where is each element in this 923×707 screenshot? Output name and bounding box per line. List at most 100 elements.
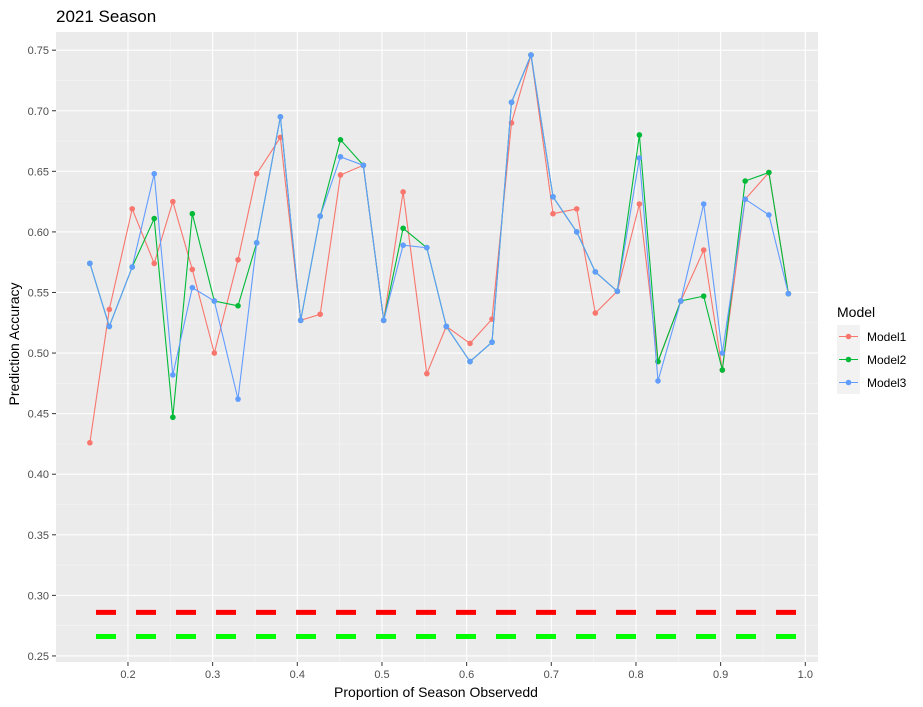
- data-point: [380, 317, 387, 324]
- data-point: [443, 323, 450, 330]
- data-point: [550, 193, 556, 200]
- data-point: [235, 396, 241, 402]
- data-point: [400, 242, 406, 249]
- data-point: [235, 303, 241, 309]
- data-point: [170, 198, 176, 205]
- data-point: [467, 358, 473, 365]
- x-axis-title: Proportion of Season Observedd: [334, 684, 538, 700]
- data-point: [700, 201, 707, 207]
- legend-key-point: [845, 379, 852, 386]
- plot-panel: [56, 32, 818, 662]
- y-tick-label: 0.60: [28, 227, 49, 239]
- data-point: [785, 290, 792, 297]
- data-point: [189, 210, 196, 217]
- data-point: [592, 310, 599, 316]
- data-point: [189, 266, 196, 273]
- series-group: [87, 52, 792, 446]
- data-point: [742, 178, 748, 184]
- data-point: [277, 114, 284, 120]
- data-point: [211, 350, 218, 356]
- legend-title: Model: [837, 304, 875, 320]
- data-point: [400, 225, 406, 232]
- data-point: [317, 311, 323, 318]
- x-tick-label: 0.2: [120, 669, 135, 681]
- x-tick-label: 0.9: [713, 669, 728, 681]
- x-tick-label: 0.5: [374, 669, 389, 681]
- data-point: [87, 260, 93, 267]
- data-point: [766, 169, 772, 176]
- data-point: [151, 170, 158, 177]
- data-point: [742, 196, 748, 202]
- x-tick-label: 0.8: [628, 669, 643, 681]
- data-point: [253, 240, 260, 246]
- y-tick-label: 0.55: [28, 287, 49, 299]
- legend-label-model2: Model2: [867, 353, 907, 367]
- y-tick-label: 0.70: [28, 106, 49, 118]
- data-point: [550, 210, 556, 217]
- data-point: [337, 137, 344, 143]
- legend-key-point: [845, 356, 852, 363]
- x-tick-label: 1.0: [798, 669, 813, 681]
- gridlines: [56, 32, 818, 662]
- data-point: [337, 172, 344, 178]
- x-tick-label: 0.6: [459, 669, 474, 681]
- data-point: [129, 206, 135, 212]
- series-model3: [87, 52, 792, 402]
- series-line-model3: [89, 52, 789, 400]
- chart-title: 2021 Season: [56, 7, 156, 26]
- data-point: [424, 370, 430, 377]
- data-point: [400, 189, 406, 195]
- data-point: [719, 350, 726, 356]
- data-point: [592, 269, 599, 275]
- data-point: [614, 288, 621, 295]
- y-axis: 0.25 0.30 0.35 0.40 0.45 0.50 0.55 0.60 0.65 0.70…: [28, 45, 56, 663]
- data-point: [106, 323, 113, 330]
- data-point: [129, 264, 135, 270]
- data-point: [424, 244, 430, 251]
- data-point: [211, 298, 218, 304]
- data-point: [700, 247, 707, 253]
- legend-label-model1: Model1: [867, 330, 907, 344]
- data-point: [636, 201, 643, 207]
- data-point: [337, 153, 344, 160]
- y-tick-label: 0.50: [28, 348, 49, 360]
- x-tick-label: 0.4: [290, 669, 305, 681]
- data-point: [636, 132, 643, 138]
- y-axis-title: Prediction Accuracy: [6, 283, 22, 406]
- data-point: [636, 155, 643, 161]
- y-tick-label: 0.75: [28, 45, 49, 57]
- data-point: [317, 213, 323, 219]
- data-point: [151, 215, 158, 222]
- data-point: [106, 306, 113, 313]
- data-point: [170, 414, 176, 421]
- data-point: [508, 99, 515, 106]
- data-point: [170, 372, 176, 378]
- data-point: [489, 339, 495, 345]
- data-point: [467, 340, 473, 347]
- data-point: [766, 212, 772, 218]
- data-point: [189, 284, 196, 291]
- data-point: [700, 293, 707, 299]
- data-point: [253, 170, 260, 177]
- data-point: [678, 298, 684, 304]
- x-axis: 0.2 0.3 0.4 0.5 0.6 0.7 0.8 0.9 1.0: [120, 662, 813, 681]
- data-point: [87, 439, 93, 446]
- y-tick-label: 0.35: [28, 530, 49, 542]
- legend-label-model3: Model3: [867, 376, 907, 390]
- data-point: [573, 229, 580, 235]
- y-tick-label: 0.45: [28, 409, 49, 421]
- x-tick-label: 0.3: [205, 669, 220, 681]
- legend: Model Model1 Model2 Model3: [837, 304, 907, 394]
- data-point: [655, 378, 661, 384]
- data-point: [151, 260, 158, 267]
- x-tick-label: 0.7: [544, 669, 559, 681]
- y-tick-label: 0.30: [28, 590, 49, 602]
- data-point: [297, 317, 304, 324]
- data-point: [360, 162, 367, 169]
- y-tick-label: 0.65: [28, 166, 49, 178]
- data-point: [235, 256, 241, 263]
- data-point: [528, 52, 534, 58]
- data-point: [573, 206, 580, 212]
- y-tick-label: 0.40: [28, 469, 49, 481]
